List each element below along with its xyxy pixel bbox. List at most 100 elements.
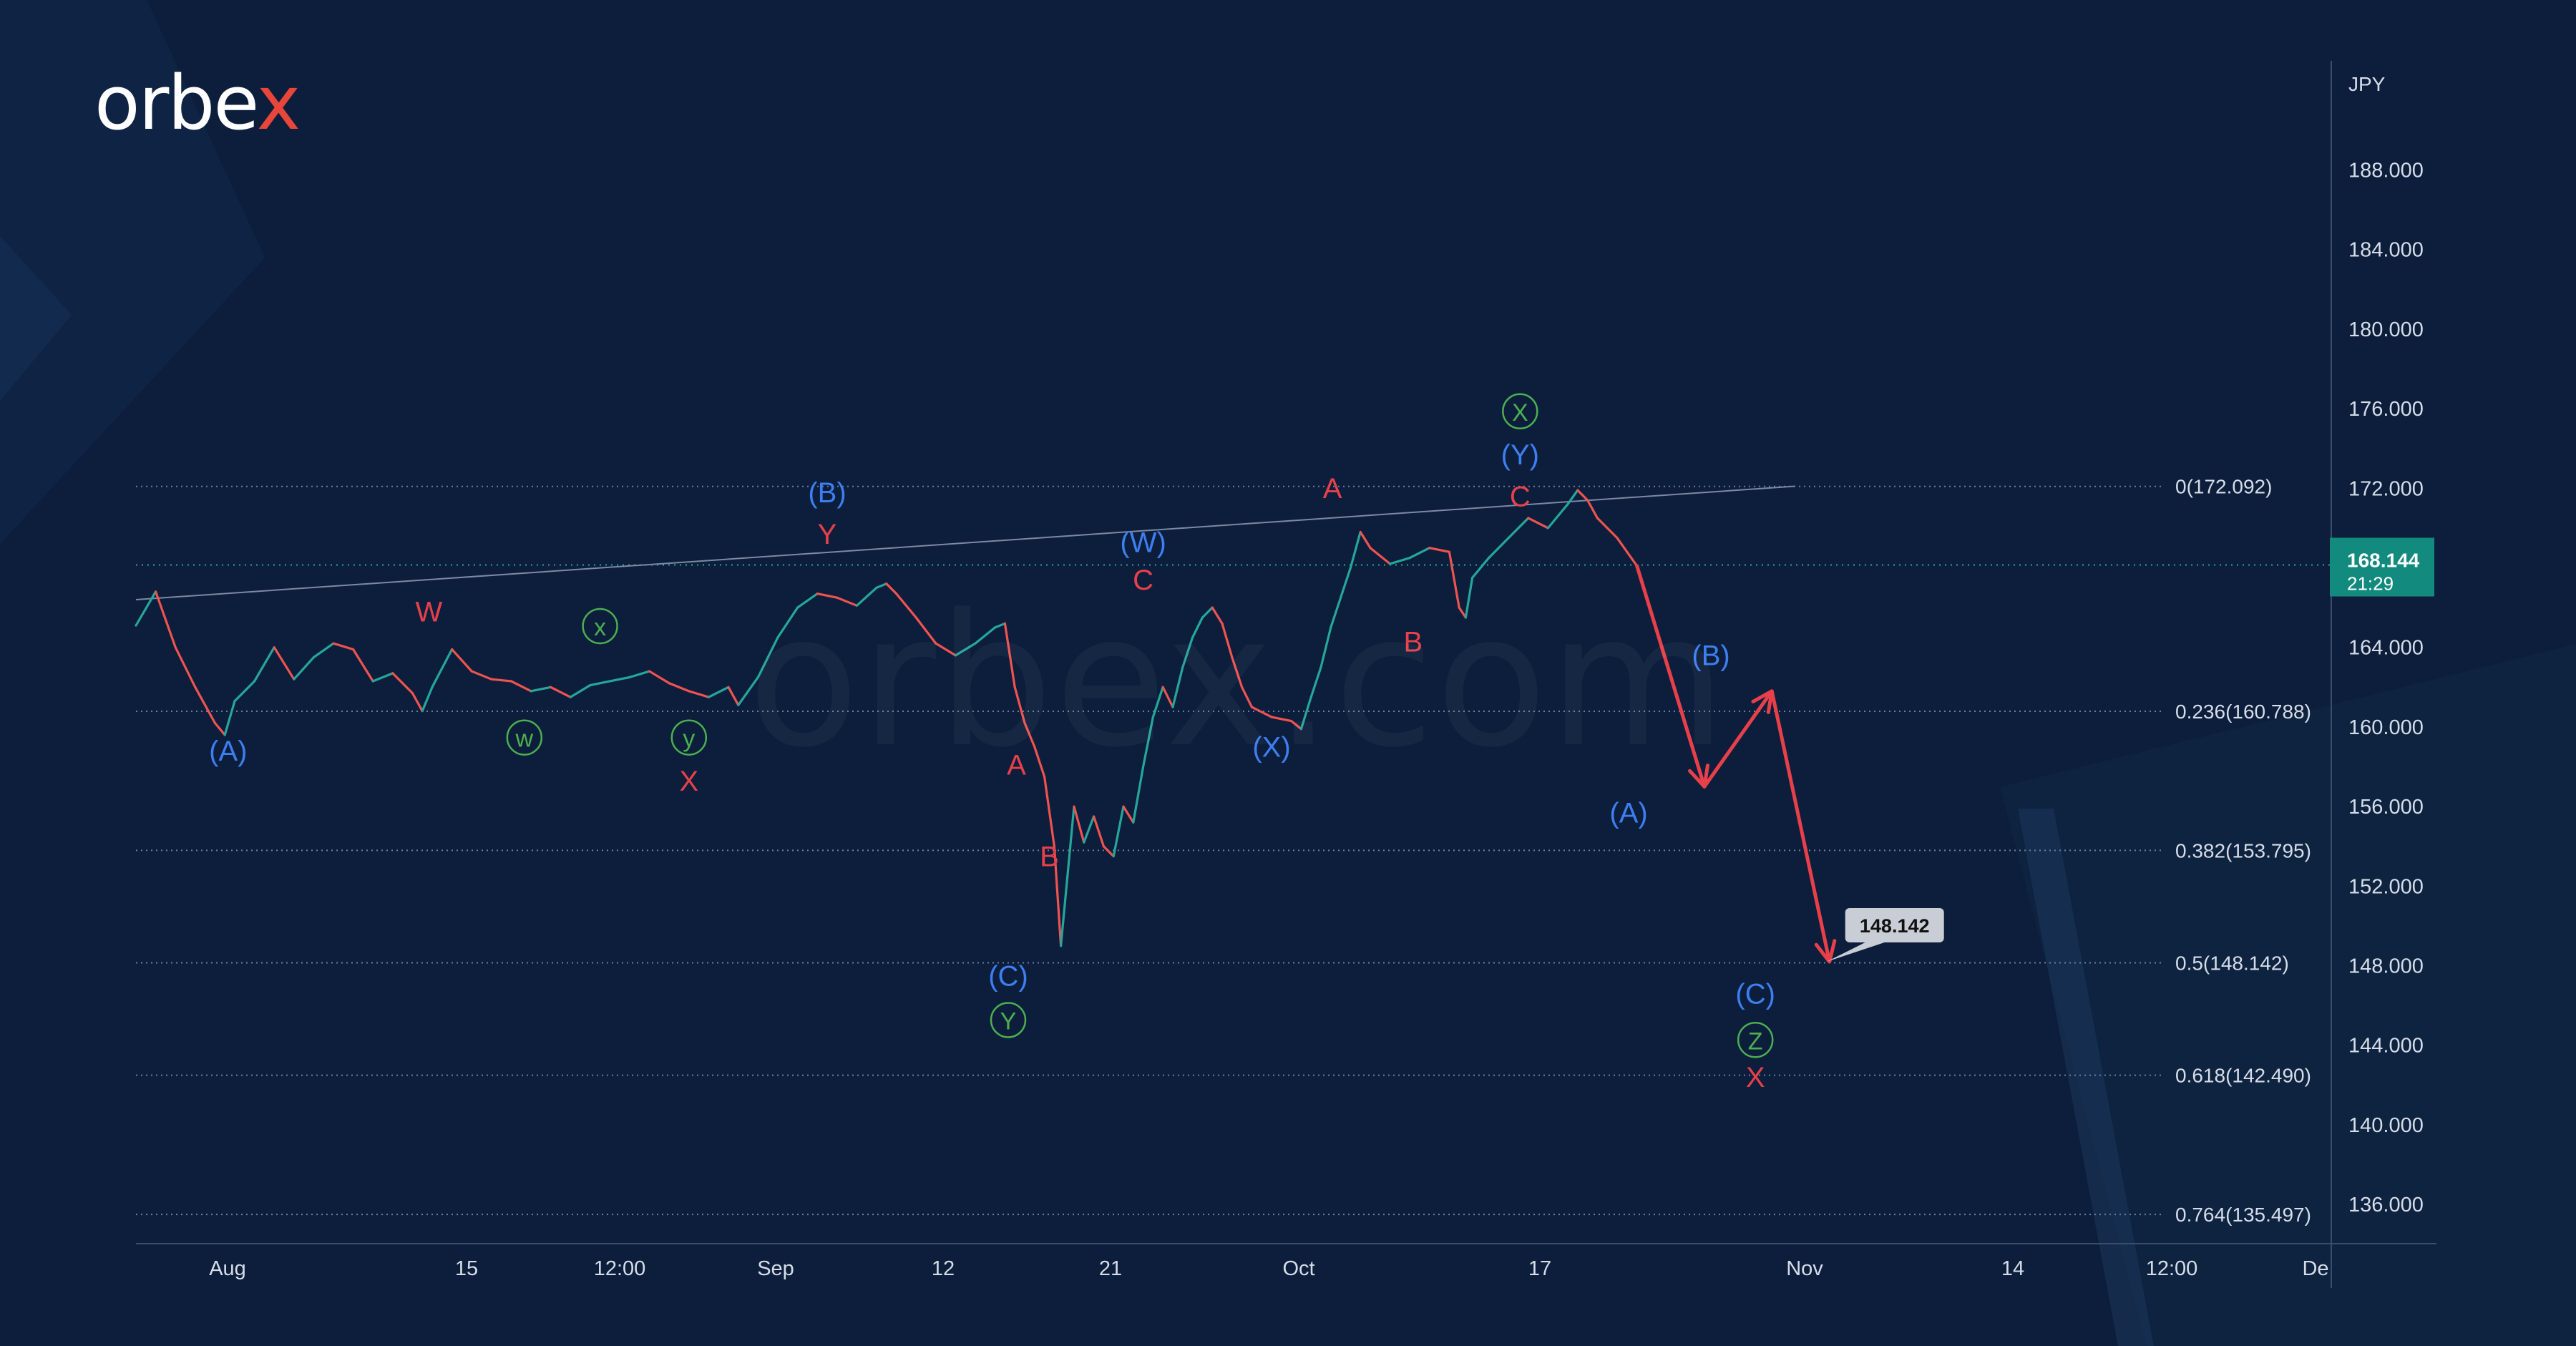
price-segment — [1576, 489, 1589, 502]
target-price-label: 148.142 — [1860, 915, 1930, 937]
y-tick-label: 140.000 — [2348, 1114, 2424, 1137]
price-segment — [293, 655, 315, 681]
wave-label: y — [683, 726, 695, 753]
wave-label: (C) — [988, 960, 1028, 992]
price-segment — [688, 690, 711, 698]
x-tick-label: Nov — [1786, 1257, 1823, 1280]
price-segment — [974, 626, 997, 645]
price-segment — [914, 616, 937, 645]
price-segment — [371, 672, 394, 683]
target-callout-tail — [1826, 941, 1887, 962]
fib-level-label: 0.382(153.795) — [2175, 839, 2311, 862]
logo-x: x — [256, 59, 301, 147]
wave-label: Z — [1748, 1028, 1763, 1055]
wave-label: C — [1133, 565, 1153, 596]
price-segment — [756, 636, 779, 679]
wave-label: (A) — [209, 736, 247, 767]
axes: JPY 188.000 184.000 180.000 176.000 172.000 16… — [136, 61, 2436, 1288]
price-segment — [1181, 636, 1194, 669]
price-segment — [796, 592, 819, 609]
price-segment — [1606, 527, 1619, 540]
price-segment — [213, 721, 226, 736]
price-segment — [608, 676, 631, 683]
price-segment — [1428, 547, 1451, 553]
price-segment — [875, 582, 888, 589]
x-tick-label: 12:00 — [594, 1257, 646, 1280]
price-segment — [668, 682, 691, 693]
price-segment — [1122, 805, 1135, 824]
price-segment — [737, 676, 760, 706]
fib-level-label: 0.5(148.142) — [2175, 952, 2289, 975]
wave-label: w — [515, 726, 534, 753]
x-tick-label: 14 — [2001, 1257, 2024, 1280]
price-segment — [707, 686, 730, 698]
x-tick-label: 12 — [932, 1257, 955, 1280]
price-segment — [273, 646, 296, 681]
bar-countdown: 21:29 — [2347, 572, 2394, 594]
wave-label: W — [416, 597, 443, 628]
price-segment — [1596, 517, 1609, 530]
price-segment — [332, 642, 355, 651]
wave-label: B — [1040, 842, 1059, 873]
price-segment — [1289, 719, 1303, 731]
y-tick-label: 176.000 — [2348, 398, 2424, 421]
wave-label: (X) — [1252, 732, 1290, 764]
price-segment — [1488, 537, 1510, 560]
price-segment — [628, 670, 651, 679]
wave-label-circle — [670, 719, 708, 756]
x-tick-label: Aug — [209, 1257, 246, 1280]
price-segment — [894, 592, 917, 619]
forecast-segment — [1702, 689, 1774, 789]
price-segment — [470, 670, 493, 681]
currency-label: JPY — [2348, 73, 2386, 95]
orbex-logo: orbex — [94, 66, 301, 140]
price-segment — [431, 648, 454, 688]
price-segment — [1458, 606, 1467, 619]
price-segment — [253, 646, 275, 683]
wave-labels: (A)WwxyX(B)YAB(C)Y(W)C(X)ABX(Y)C(A)(B)(C… — [209, 393, 1775, 1093]
price-segment — [490, 678, 513, 683]
forecast-arrowhead — [1751, 689, 1774, 714]
price-segment — [1201, 606, 1214, 619]
price-segment — [1507, 517, 1530, 540]
price-segment — [1527, 517, 1549, 530]
forecast-path: 148.142 — [1635, 564, 1944, 964]
price-segment — [194, 686, 216, 724]
y-tick-label: 172.000 — [2348, 477, 2424, 500]
y-tick-label: 164.000 — [2348, 637, 2424, 660]
wave-label: x — [594, 614, 606, 641]
price-segment — [1073, 805, 1085, 844]
price-segment — [1102, 845, 1115, 858]
price-segment — [1023, 721, 1036, 748]
price-segment — [1231, 655, 1244, 688]
price-segment — [1151, 686, 1164, 718]
x-tick-label: De — [2302, 1257, 2328, 1280]
price-segment — [549, 686, 572, 698]
price-segment — [135, 590, 157, 627]
price-segment — [1586, 499, 1599, 520]
wave-label-circle — [990, 1002, 1027, 1038]
price-series — [135, 489, 1639, 947]
y-tick-label: 184.000 — [2348, 239, 2424, 262]
price-segment — [776, 606, 799, 639]
wave-label-circle — [582, 608, 618, 645]
price-segment — [885, 582, 898, 595]
y-tick-label: 160.000 — [2348, 716, 2424, 739]
y-tick-label: 148.000 — [2348, 955, 2424, 978]
price-segment — [993, 622, 1007, 629]
target-callout-box — [1845, 907, 1944, 942]
price-segment — [1616, 537, 1629, 553]
price-segment — [1448, 550, 1460, 609]
x-tick-label: 17 — [1528, 1257, 1551, 1280]
forecast-segment — [1770, 689, 1832, 964]
wave-label: (A) — [1609, 797, 1647, 829]
x-tick-label: Oct — [1282, 1257, 1314, 1280]
wave-label: (B) — [1692, 640, 1729, 672]
wave-label: (C) — [1735, 978, 1775, 1010]
price-segment — [935, 642, 957, 657]
price-segment — [1033, 746, 1046, 779]
x-tick-label: 12:00 — [2146, 1257, 2198, 1280]
y-tick-label: 188.000 — [2348, 160, 2424, 182]
